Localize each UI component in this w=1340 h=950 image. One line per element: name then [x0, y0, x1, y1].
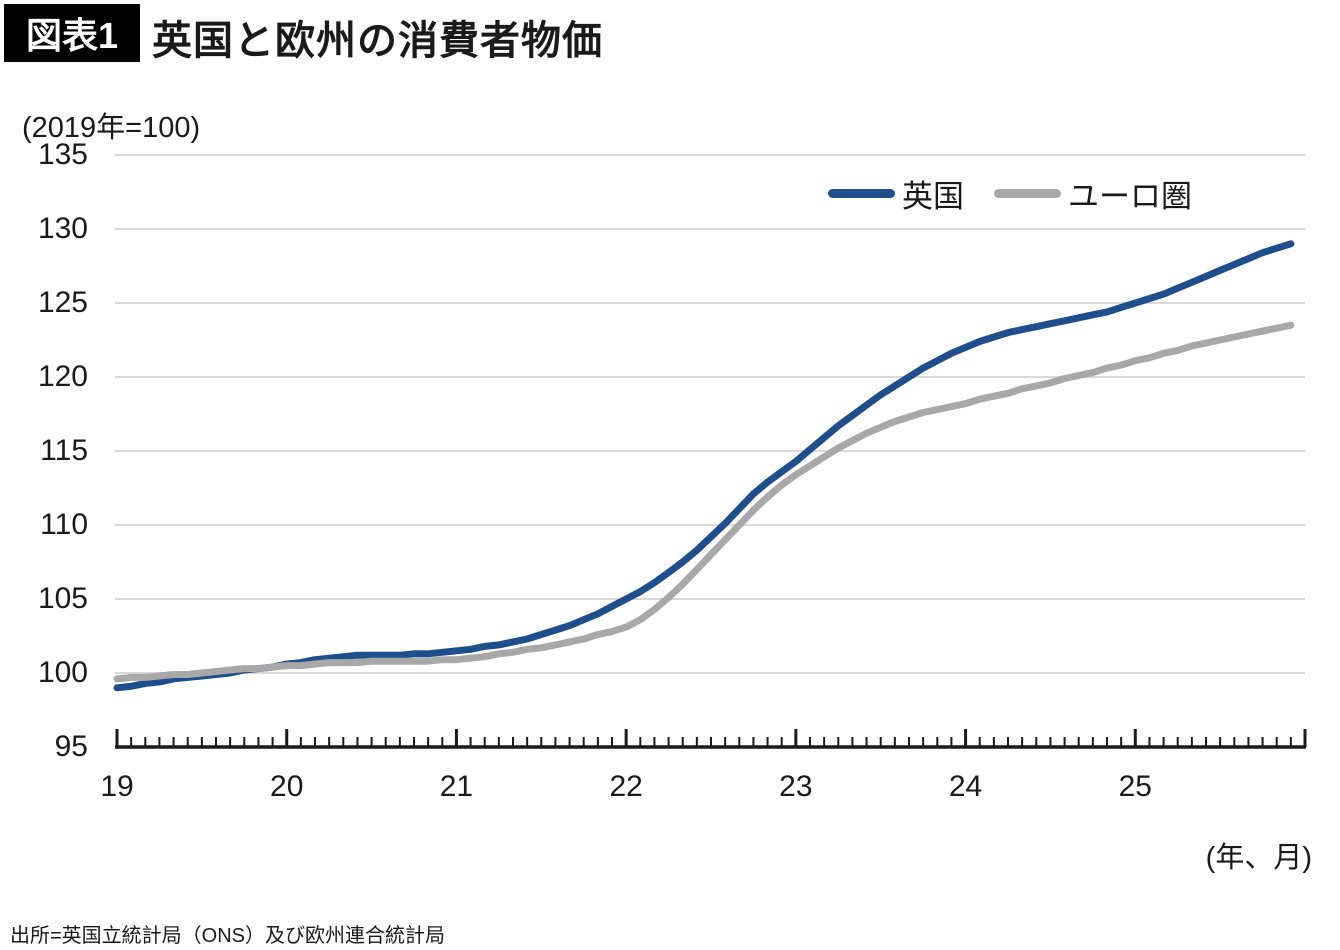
y-axis-tick-label: 100 — [37, 656, 88, 689]
x-axis-tick-label: 19 — [100, 770, 134, 803]
y-axis-tick-label: 115 — [40, 434, 88, 467]
x-axis-tick-label: 25 — [1118, 770, 1152, 803]
legend-label-uk: 英国 — [902, 179, 964, 214]
figure-tag-label: 図表1 — [25, 15, 119, 56]
euro-line-swatch — [994, 189, 1061, 198]
figure-tag: 図表1 — [4, 4, 140, 62]
y-axis-unit-note: (2019年=100) — [22, 112, 201, 144]
legend-item-euro: ユーロ圏 — [994, 171, 1192, 216]
y-axis-tick-label: 130 — [37, 212, 88, 245]
y-axis-tick-label: 95 — [54, 730, 88, 763]
y-axis-tick-label: 110 — [40, 508, 88, 541]
page-title: 英国と欧州の消費者物価 — [152, 19, 603, 63]
x-axis-tick-label: 20 — [270, 770, 304, 803]
x-axis-tick-label: 21 — [439, 770, 474, 803]
chart-legend: 英国 ユーロ圏 — [828, 171, 1192, 216]
uk-line-swatch — [828, 189, 895, 198]
legend-label-euro: ユーロ圏 — [1068, 179, 1192, 214]
x-axis-unit-note: (年、月) — [1205, 842, 1312, 874]
x-axis-tick-label: 22 — [609, 770, 643, 803]
x-axis-tick-label: 23 — [779, 770, 813, 803]
y-axis-tick-label: 105 — [37, 582, 88, 615]
source-note: 出所=英国立統計局（ONS）及び欧州連合統計局 — [10, 925, 446, 947]
x-axis-tick-label: 24 — [948, 770, 983, 803]
y-axis-tick-label: 125 — [37, 286, 88, 319]
euro-series-line — [113, 321, 1295, 683]
y-axis-tick-label: 120 — [37, 360, 88, 393]
y-axis-tick-label: 135 — [37, 138, 88, 171]
legend-item-uk: 英国 — [828, 171, 964, 216]
uk-series-line — [113, 240, 1295, 692]
